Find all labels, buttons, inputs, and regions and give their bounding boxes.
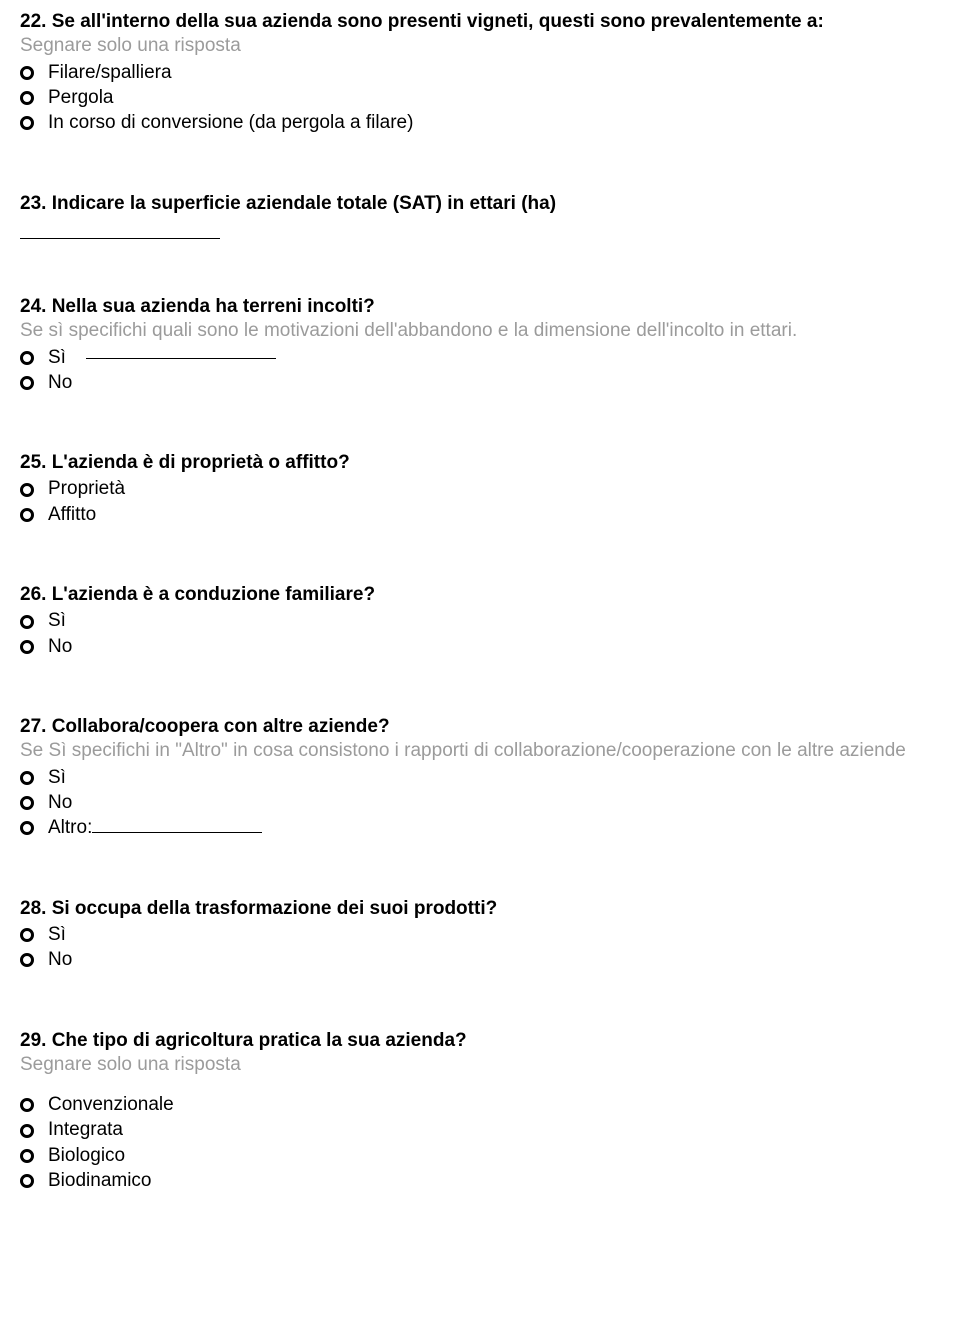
radio-icon (20, 640, 34, 654)
question-22-title: 22. Se all'interno della sua azienda son… (20, 10, 952, 34)
question-25-title: 25. L'azienda è di proprietà o affitto? (20, 451, 952, 475)
radio-icon (20, 821, 34, 835)
question-27-option-no[interactable]: No (20, 791, 952, 815)
question-22-options: Filare/spalliera Pergola In corso di con… (20, 61, 952, 136)
option-label: Pergola (48, 86, 114, 110)
question-29: 29. Che tipo di agricoltura pratica la s… (20, 1029, 952, 1194)
question-22-hint: Segnare solo una risposta (20, 34, 952, 58)
question-24-option-si[interactable]: Sì (20, 346, 952, 370)
question-24-si-input-line[interactable] (86, 357, 276, 359)
radio-icon (20, 66, 34, 80)
question-23-input-line[interactable] (20, 220, 220, 239)
option-label: Filare/spalliera (48, 61, 172, 85)
question-29-option[interactable]: Biodinamico (20, 1169, 952, 1193)
question-29-option[interactable]: Convenzionale (20, 1093, 952, 1117)
question-24: 24. Nella sua azienda ha terreni incolti… (20, 295, 952, 395)
question-26-option[interactable]: Sì (20, 609, 952, 633)
question-29-option[interactable]: Biologico (20, 1144, 952, 1168)
question-27: 27. Collabora/coopera con altre aziende?… (20, 715, 952, 841)
question-29-option[interactable]: Integrata (20, 1118, 952, 1142)
question-27-title: 27. Collabora/coopera con altre aziende? (20, 715, 952, 739)
question-24-hint: Se sì specifichi quali sono le motivazio… (20, 319, 952, 343)
radio-icon (20, 483, 34, 497)
radio-icon (20, 508, 34, 522)
question-23: 23. Indicare la superficie aziendale tot… (20, 192, 952, 239)
option-label: No (48, 635, 72, 659)
option-label: Sì (48, 766, 66, 790)
option-label: Sì (48, 609, 66, 633)
option-label: Biodinamico (48, 1169, 152, 1193)
question-25-option[interactable]: Proprietà (20, 477, 952, 501)
question-26-options: Sì No (20, 609, 952, 659)
question-27-hint: Se Sì specifichi in "Altro" in cosa cons… (20, 739, 952, 763)
question-29-title: 29. Che tipo di agricoltura pratica la s… (20, 1029, 952, 1053)
radio-icon (20, 351, 34, 365)
radio-icon (20, 91, 34, 105)
question-22: 22. Se all'interno della sua azienda son… (20, 10, 952, 136)
question-24-option-no[interactable]: No (20, 371, 952, 395)
option-label: No (48, 948, 72, 972)
option-label: No (48, 791, 72, 815)
question-27-option-si[interactable]: Sì (20, 766, 952, 790)
option-label: Sì (48, 346, 66, 370)
option-label: In corso di conversione (da pergola a fi… (48, 111, 413, 135)
radio-icon (20, 1174, 34, 1188)
question-23-title: 23. Indicare la superficie aziendale tot… (20, 192, 952, 216)
question-28-title: 28. Si occupa della trasformazione dei s… (20, 897, 952, 921)
question-27-options: Sì No Altro: (20, 766, 952, 841)
option-label: Altro: (48, 816, 262, 840)
radio-icon (20, 796, 34, 810)
question-25: 25. L'azienda è di proprietà o affitto? … (20, 451, 952, 527)
question-27-altro-input-line[interactable] (92, 831, 262, 833)
option-label: Sì (48, 923, 66, 947)
question-22-option[interactable]: Pergola (20, 86, 952, 110)
question-28: 28. Si occupa della trasformazione dei s… (20, 897, 952, 973)
question-29-options: Convenzionale Integrata Biologico Biodin… (20, 1093, 952, 1193)
question-29-hint: Segnare solo una risposta (20, 1053, 952, 1077)
question-26-option[interactable]: No (20, 635, 952, 659)
option-label: Convenzionale (48, 1093, 174, 1117)
radio-icon (20, 615, 34, 629)
question-22-option[interactable]: Filare/spalliera (20, 61, 952, 85)
radio-icon (20, 953, 34, 967)
radio-icon (20, 1149, 34, 1163)
altro-label: Altro: (48, 817, 92, 838)
radio-icon (20, 116, 34, 130)
option-label: Integrata (48, 1118, 123, 1142)
option-label: Biologico (48, 1144, 125, 1168)
question-24-title: 24. Nella sua azienda ha terreni incolti… (20, 295, 952, 319)
question-22-option[interactable]: In corso di conversione (da pergola a fi… (20, 111, 952, 135)
question-25-options: Proprietà Affitto (20, 477, 952, 527)
question-26: 26. L'azienda è a conduzione familiare? … (20, 583, 952, 659)
question-24-options: Sì No (20, 346, 952, 396)
question-28-option[interactable]: Sì (20, 923, 952, 947)
question-28-options: Sì No (20, 923, 952, 973)
question-27-option-altro[interactable]: Altro: (20, 816, 952, 840)
radio-icon (20, 1098, 34, 1112)
radio-icon (20, 376, 34, 390)
radio-icon (20, 771, 34, 785)
option-label: Affitto (48, 503, 96, 527)
option-label: Proprietà (48, 477, 125, 501)
option-label: No (48, 371, 72, 395)
question-25-option[interactable]: Affitto (20, 503, 952, 527)
radio-icon (20, 928, 34, 942)
question-26-title: 26. L'azienda è a conduzione familiare? (20, 583, 952, 607)
question-28-option[interactable]: No (20, 948, 952, 972)
radio-icon (20, 1124, 34, 1138)
